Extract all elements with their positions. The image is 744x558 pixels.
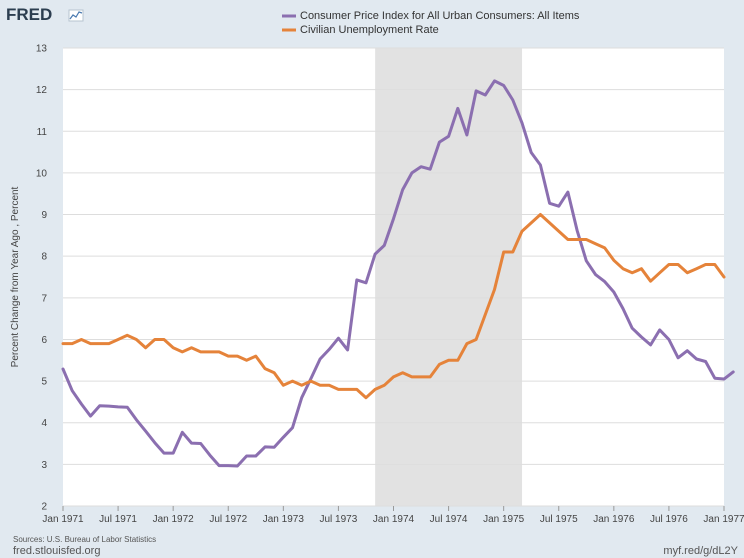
short-url-link[interactable]: myf.red/g/dL2Y: [663, 545, 738, 557]
y-tick-label: 6: [41, 335, 47, 346]
y-tick-label: 2: [41, 502, 47, 513]
y-tick-label: 8: [41, 252, 47, 263]
legend-label-cpi: Consumer Price Index for All Urban Consu…: [300, 10, 580, 22]
legend-label-unemployment: Civilian Unemployment Rate: [300, 24, 439, 36]
y-tick-label: 13: [36, 44, 48, 55]
gridlines: [63, 47, 724, 507]
y-tick-label: 4: [41, 418, 47, 429]
x-tick-label: Jan 1972: [153, 514, 195, 525]
fred-logo-chart-icon: [68, 9, 84, 22]
x-tick-label: Jul 1974: [430, 514, 468, 525]
y-tick-label: 12: [36, 85, 48, 96]
fred-logo: FRED: [6, 5, 84, 24]
x-tick-label: Jul 1971: [99, 514, 137, 525]
x-tick-label: Jul 1976: [650, 514, 688, 525]
y-axis-label: Percent Change from Year Ago , Percent: [10, 186, 21, 367]
site-link[interactable]: fred.stlouisfed.org: [13, 545, 101, 557]
y-tick-label: 11: [37, 127, 48, 138]
x-tick-label: Jan 1977: [703, 514, 744, 525]
x-axis-ticks: Jan 1971 Jul 1971 Jan 1972 Jul 1972 Jan 1973…: [42, 506, 744, 525]
x-tick-label: Jan 1973: [263, 514, 305, 525]
legend: Consumer Price Index for All Urban Consu…: [282, 10, 580, 36]
y-tick-label: 5: [41, 377, 47, 388]
series-line-cpi: [61, 79, 735, 468]
sources-note: Sources: U.S. Bureau of Labor Statistics: [13, 535, 157, 544]
x-tick-label: Jul 1975: [540, 514, 578, 525]
y-axis-ticks: 2 3 4 5 6 7 8 9 10 11 12 13: [36, 44, 48, 513]
y-tick-label: 9: [41, 210, 47, 221]
x-tick-label: Jul 1973: [320, 514, 358, 525]
recession-shading: [375, 48, 523, 506]
y-tick-label: 3: [41, 460, 47, 471]
y-tick-label: 10: [36, 168, 48, 179]
x-tick-label: Jul 1972: [209, 514, 247, 525]
y-tick-label: 7: [41, 293, 47, 304]
x-tick-label: Jan 1976: [593, 514, 635, 525]
x-tick-label: Jan 1975: [483, 514, 525, 525]
fred-logo-text: FRED: [6, 5, 52, 24]
x-tick-label: Jan 1971: [42, 514, 84, 525]
series-line-unemployment: [61, 213, 726, 400]
x-tick-label: Jan 1974: [373, 514, 415, 525]
series-layer: [61, 79, 735, 468]
